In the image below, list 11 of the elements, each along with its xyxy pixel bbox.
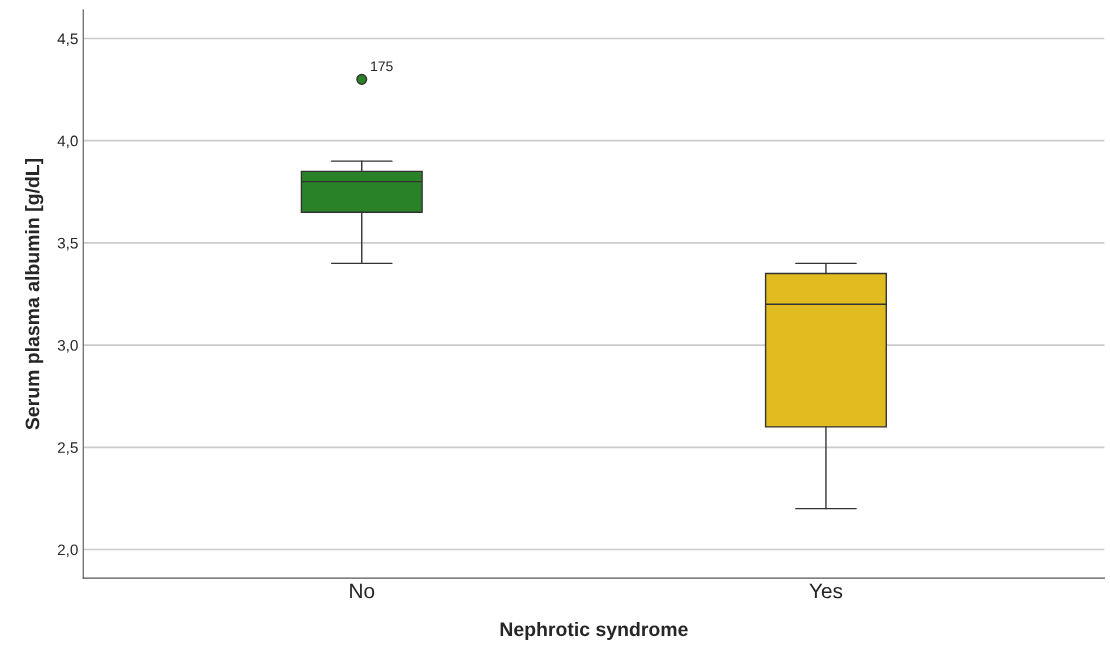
y-tick-label: 3,0 bbox=[57, 339, 78, 353]
y-tick-label: 2,5 bbox=[57, 442, 78, 455]
x-tick-label: No bbox=[350, 583, 375, 599]
y-tick-label: 3,5 bbox=[57, 237, 78, 251]
x-axis-title: Nephrotic syndrome bbox=[500, 621, 688, 641]
y-tick-label: 2,0 bbox=[57, 544, 78, 558]
y-tick-label: 4,5 bbox=[57, 33, 78, 46]
y-axis-title: Serum plasma albumin [g/dL] bbox=[25, 158, 44, 430]
x-tick-label: Yes bbox=[809, 583, 843, 599]
annotation: 175 bbox=[371, 61, 393, 72]
y-tick-label: 4,0 bbox=[57, 135, 78, 149]
